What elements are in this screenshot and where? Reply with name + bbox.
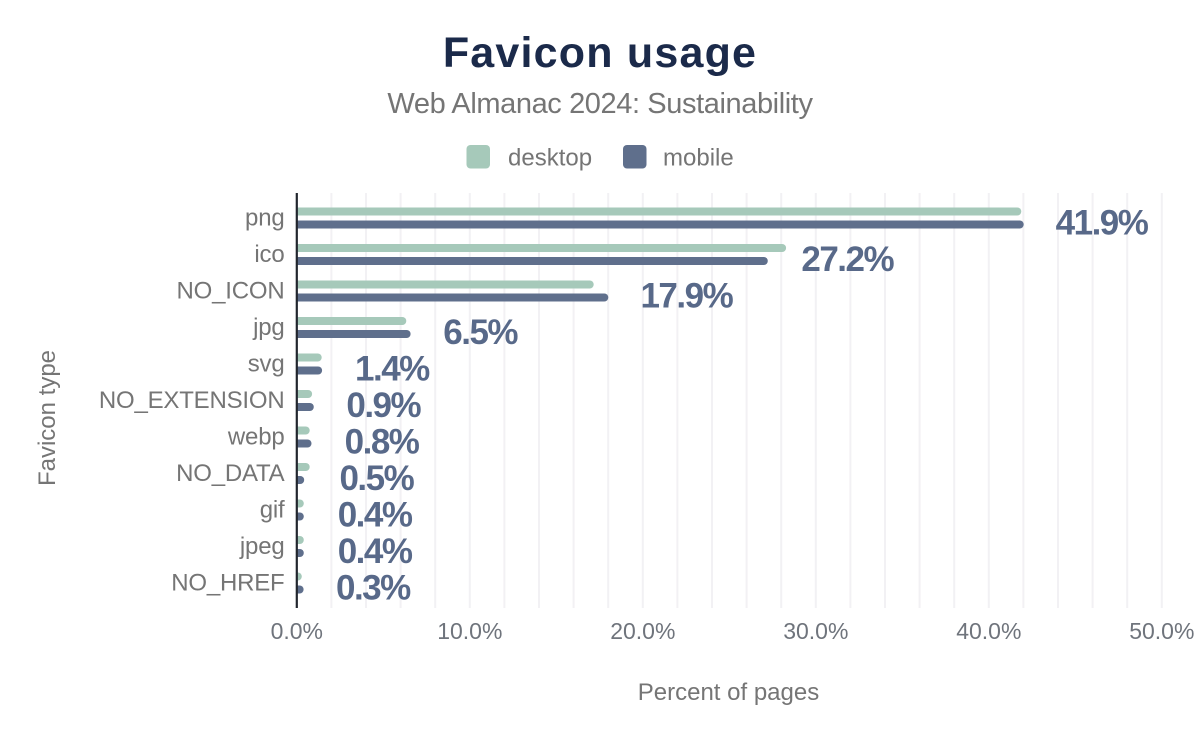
svg-text:png: png <box>245 205 284 232</box>
svg-text:20.0%: 20.0% <box>610 618 675 644</box>
svg-text:17.9%: 17.9% <box>640 277 733 316</box>
svg-text:27.2%: 27.2% <box>801 240 894 279</box>
svg-text:0.9%: 0.9% <box>346 386 421 425</box>
svg-text:0.8%: 0.8% <box>345 423 420 462</box>
svg-text:0.4%: 0.4% <box>338 496 413 535</box>
svg-text:0.5%: 0.5% <box>339 459 414 498</box>
svg-text:Favicon type: Favicon type <box>34 350 61 486</box>
svg-text:NO_DATA: NO_DATA <box>176 460 285 487</box>
svg-text:webp: webp <box>227 424 285 451</box>
svg-text:1.4%: 1.4% <box>355 350 430 389</box>
svg-text:NO_EXTENSION: NO_EXTENSION <box>99 387 285 414</box>
svg-text:svg: svg <box>248 351 285 378</box>
svg-text:Web Almanac 2024: Sustainabili: Web Almanac 2024: Sustainability <box>387 88 813 120</box>
svg-text:0.3%: 0.3% <box>336 569 411 608</box>
svg-text:41.9%: 41.9% <box>1056 204 1149 243</box>
svg-text:mobile: mobile <box>663 145 734 172</box>
svg-text:jpg: jpg <box>252 314 284 341</box>
svg-text:jpeg: jpeg <box>239 533 285 560</box>
svg-text:desktop: desktop <box>508 145 592 172</box>
svg-text:0.0%: 0.0% <box>271 618 323 644</box>
svg-text:30.0%: 30.0% <box>783 618 848 644</box>
svg-text:gif: gif <box>260 497 285 524</box>
svg-text:6.5%: 6.5% <box>443 313 518 352</box>
svg-text:ico: ico <box>254 241 284 268</box>
svg-text:50.0%: 50.0% <box>1129 618 1194 644</box>
svg-text:0.4%: 0.4% <box>338 532 413 571</box>
svg-text:NO_HREF: NO_HREF <box>171 570 284 597</box>
svg-text:40.0%: 40.0% <box>956 618 1021 644</box>
svg-text:NO_ICON: NO_ICON <box>177 278 285 305</box>
svg-text:10.0%: 10.0% <box>437 618 502 644</box>
svg-text:Favicon usage: Favicon usage <box>443 29 757 77</box>
svg-text:Percent of pages: Percent of pages <box>638 679 819 706</box>
